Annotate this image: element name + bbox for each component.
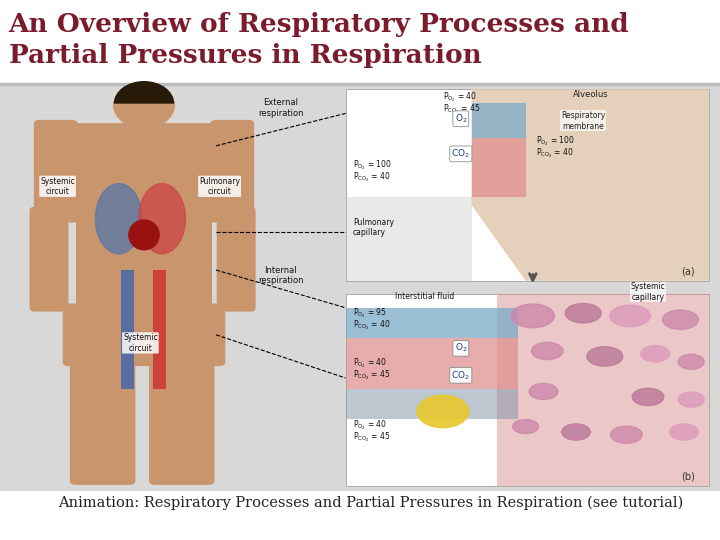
Text: (a): (a) [681,266,694,276]
Text: CO$_2$: CO$_2$ [451,147,470,160]
Text: P$_{\mathregular{O_2}}$ = 100: P$_{\mathregular{O_2}}$ = 100 [536,134,575,147]
Text: External
respiration: External respiration [258,98,304,118]
Bar [76,205,212,313]
Ellipse shape [529,383,558,400]
Bar [0,84,720,491]
Text: Systemic
circuit: Systemic circuit [40,177,75,196]
Bar [121,270,134,389]
Text: P$_{\mathregular{CO_2}}$ = 45: P$_{\mathregular{CO_2}}$ = 45 [353,430,390,444]
Ellipse shape [511,304,554,328]
Ellipse shape [632,388,664,406]
Polygon shape [346,138,526,197]
Text: CO$_2$: CO$_2$ [451,369,470,381]
Text: P$_{\mathregular{O_2}}$ = 40: P$_{\mathregular{O_2}}$ = 40 [443,91,477,104]
FancyBboxPatch shape [149,352,215,485]
Text: Systemic
capillary: Systemic capillary [631,282,665,302]
Wedge shape [114,81,174,104]
FancyBboxPatch shape [217,207,256,312]
Ellipse shape [662,310,698,329]
Bar [153,270,166,389]
Ellipse shape [562,424,590,440]
FancyBboxPatch shape [70,352,135,485]
Ellipse shape [587,347,623,366]
Text: P$_{\mathregular{O_2}}$ = 40: P$_{\mathregular{O_2}}$ = 40 [353,418,387,432]
Text: P$_{\mathregular{CO_2}}$ = 40: P$_{\mathregular{CO_2}}$ = 40 [536,146,575,159]
Text: P$_{\mathregular{O_2}}$ = 95: P$_{\mathregular{O_2}}$ = 95 [353,307,387,320]
Polygon shape [472,89,709,281]
Ellipse shape [95,184,143,254]
Ellipse shape [611,426,642,443]
Ellipse shape [565,303,601,323]
Polygon shape [346,338,518,389]
Ellipse shape [678,392,704,407]
Ellipse shape [513,420,539,434]
Text: P$_{\mathregular{CO_2}}$ = 40: P$_{\mathregular{CO_2}}$ = 40 [353,319,391,332]
Bar [126,113,162,132]
Text: P$_{\mathregular{CO_2}}$ = 40: P$_{\mathregular{CO_2}}$ = 40 [353,170,391,184]
Text: P$_{\mathregular{O_2}}$ = 40: P$_{\mathregular{O_2}}$ = 40 [353,356,387,370]
Ellipse shape [138,184,186,254]
FancyBboxPatch shape [30,207,68,312]
Circle shape [114,83,174,128]
Bar [346,89,709,281]
Text: Animation: Respiratory Processes and Partial Pressures in Respiration (see tutor: Animation: Respiratory Processes and Par… [58,496,683,510]
Text: An Overview of Respiratory Processes and: An Overview of Respiratory Processes and [9,12,629,37]
Ellipse shape [129,220,159,250]
Polygon shape [346,103,526,138]
Text: Internal
respiration: Internal respiration [258,266,304,285]
Text: O$_2$: O$_2$ [454,342,467,354]
FancyBboxPatch shape [210,120,254,220]
Ellipse shape [670,424,698,440]
Text: (b): (b) [680,471,695,482]
Ellipse shape [531,342,563,360]
Text: P$_{\mathregular{CO_2}}$ = 45: P$_{\mathregular{CO_2}}$ = 45 [353,368,390,382]
Ellipse shape [641,346,670,362]
Ellipse shape [678,354,704,369]
Text: Systemic
circuit: Systemic circuit [123,333,158,353]
Text: Partial Pressures in Respiration: Partial Pressures in Respiration [9,43,482,68]
Text: Interstitial fluid: Interstitial fluid [395,292,454,301]
Text: P$_{\mathregular{CO_2}}$ = 45: P$_{\mathregular{CO_2}}$ = 45 [443,103,480,116]
Bar [497,294,709,486]
Polygon shape [346,308,518,338]
Text: Pulmonary
capillary: Pulmonary capillary [353,218,394,237]
Ellipse shape [610,305,650,327]
Text: Pulmonary
circuit: Pulmonary circuit [199,177,240,196]
Text: Respiratory
membrane: Respiratory membrane [561,111,606,131]
FancyBboxPatch shape [63,303,225,366]
Text: P$_{\mathregular{O_2}}$ = 100: P$_{\mathregular{O_2}}$ = 100 [353,158,392,172]
Text: O$_2$: O$_2$ [454,112,467,125]
Bar [346,294,709,486]
Text: Alveolus: Alveolus [572,90,608,99]
Bar [346,197,472,281]
FancyBboxPatch shape [34,120,78,220]
FancyBboxPatch shape [60,123,228,222]
Polygon shape [346,389,518,419]
Ellipse shape [417,395,469,428]
